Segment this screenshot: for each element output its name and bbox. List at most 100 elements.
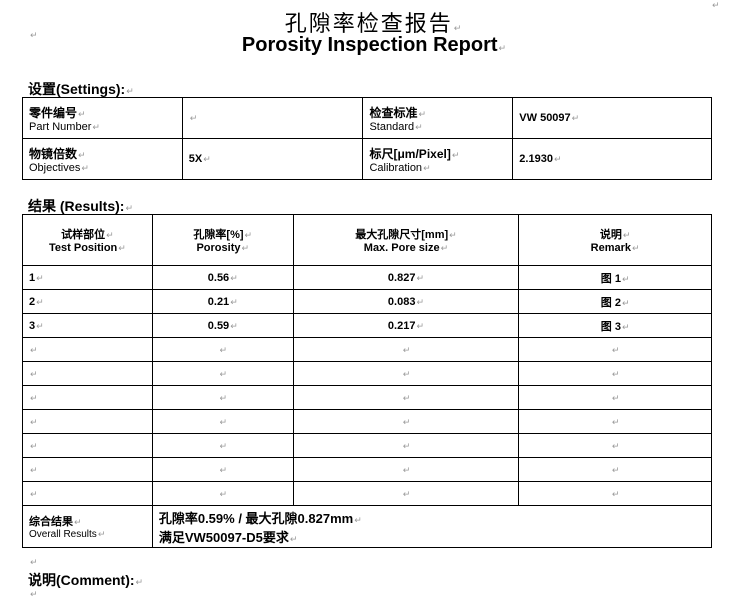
standard-label: 检查标准Standard [362, 97, 514, 139]
table-row: 1 0.56 0.827 图 1 [22, 265, 712, 290]
max-pore-size-cell[interactable]: 0.217 [292, 313, 520, 338]
standard-value[interactable]: VW 50097 [512, 97, 712, 139]
cell-text [402, 416, 411, 428]
test-position-cell[interactable]: 2 [22, 289, 153, 314]
max-pore-size-cell[interactable]: 0.083 [292, 289, 520, 314]
cell-text [611, 392, 620, 404]
cell-text [218, 416, 227, 428]
cell-text [218, 368, 227, 380]
porosity-cell[interactable]: 0.21 [151, 289, 294, 314]
paragraph-mark: ↵ [30, 30, 38, 40]
remark-cell[interactable] [518, 481, 712, 506]
cell-text [218, 344, 227, 356]
cell-text [611, 368, 620, 380]
porosity-cell[interactable]: 0.59 [151, 313, 294, 338]
column-header-test-position: 试样部位Test Position [22, 214, 153, 266]
max-pore-size-cell[interactable] [292, 385, 520, 410]
porosity-cell[interactable] [151, 433, 294, 458]
cell-text [218, 464, 227, 476]
cell-text [218, 392, 227, 404]
test-position-cell[interactable] [22, 385, 153, 410]
remark-cell[interactable]: 图 2 [518, 289, 712, 314]
cell-text: 1 [29, 272, 44, 284]
objectives-value[interactable]: 5X [181, 138, 364, 180]
cell-text [402, 464, 411, 476]
part-number-value[interactable] [181, 97, 364, 139]
max-pore-size-cell[interactable] [292, 457, 520, 482]
test-position-cell[interactable] [22, 409, 153, 434]
test-position-cell[interactable] [22, 337, 153, 362]
paragraph-mark: ↵ [30, 589, 38, 599]
test-position-cell[interactable] [22, 481, 153, 506]
cell-text: 0.217 [388, 320, 424, 332]
max-pore-size-cell[interactable] [292, 337, 520, 362]
max-pore-size-cell[interactable]: 0.827 [292, 265, 520, 290]
cell-text [611, 488, 620, 500]
cell-text [29, 440, 38, 452]
cell-text [402, 488, 411, 500]
cell-text [218, 488, 227, 500]
remark-cell[interactable]: 图 1 [518, 265, 712, 290]
porosity-cell[interactable] [151, 457, 294, 482]
porosity-cell[interactable]: 0.56 [151, 265, 294, 290]
table-row [22, 457, 712, 482]
remark-cell[interactable]: 图 3 [518, 313, 712, 338]
calibration-value[interactable]: 2.1930 [512, 138, 712, 180]
results-table: 试样部位Test Position 孔隙率[%]Porosity 最大孔隙尺寸[… [22, 214, 713, 548]
settings-row: 零件编号Part Number 检查标准Standard VW 50097 [22, 97, 712, 139]
part-number-label: 零件编号Part Number [22, 97, 183, 139]
column-header-remark: 说明Remark [518, 214, 712, 266]
overall-results-value[interactable]: 孔隙率0.59% / 最大孔隙0.827mm满足VW50097-D5要求 [151, 505, 713, 548]
calibration-label: 标尺[μm/Pixel]Calibration [362, 138, 514, 180]
porosity-cell[interactable] [151, 361, 294, 386]
cell-text: 图 1 [601, 273, 630, 285]
test-position-cell[interactable]: 3 [22, 313, 153, 338]
remark-cell[interactable] [518, 433, 712, 458]
table-row: 3 0.59 0.217 图 3 [22, 313, 712, 338]
cell-text [29, 344, 38, 356]
max-pore-size-cell[interactable] [292, 481, 520, 506]
cell-text: 0.59 [208, 320, 238, 332]
cell-text: 2 [29, 296, 44, 308]
column-header-porosity: 孔隙率[%]Porosity [151, 214, 294, 266]
cell-text [29, 392, 38, 404]
paragraph-mark: ↵ [712, 0, 720, 10]
porosity-cell[interactable] [151, 337, 294, 362]
cell-text [611, 464, 620, 476]
cell-text [29, 368, 38, 380]
cell-text: 3 [29, 320, 44, 332]
remark-cell[interactable] [518, 409, 712, 434]
porosity-cell[interactable] [151, 385, 294, 410]
cell-text: 图 3 [601, 321, 630, 333]
table-row [22, 385, 712, 410]
test-position-cell[interactable] [22, 361, 153, 386]
results-header-row: 试样部位Test Position 孔隙率[%]Porosity 最大孔隙尺寸[… [22, 214, 712, 266]
overall-results-row: 综合结果Overall Results 孔隙率0.59% / 最大孔隙0.827… [22, 505, 713, 548]
cell-text [402, 368, 411, 380]
remark-cell[interactable] [518, 385, 712, 410]
cell-text [29, 416, 38, 428]
remark-cell[interactable] [518, 337, 712, 362]
max-pore-size-cell[interactable] [292, 361, 520, 386]
max-pore-size-cell[interactable] [292, 409, 520, 434]
cell-text [611, 416, 620, 428]
settings-table: 零件编号Part Number 检查标准Standard VW 50097 物镜… [22, 97, 712, 180]
remark-cell[interactable] [518, 457, 712, 482]
porosity-cell[interactable] [151, 409, 294, 434]
test-position-cell[interactable] [22, 433, 153, 458]
cell-text: 0.827 [388, 272, 424, 284]
title-english: Porosity Inspection Report [0, 34, 748, 57]
table-row [22, 337, 712, 362]
cell-text: 0.083 [388, 296, 424, 308]
test-position-cell[interactable] [22, 457, 153, 482]
settings-row: 物镜倍数Objectives 5X 标尺[μm/Pixel]Calibratio… [22, 138, 712, 180]
cell-text [611, 344, 620, 356]
cell-text: 0.21 [208, 296, 238, 308]
porosity-cell[interactable] [151, 481, 294, 506]
max-pore-size-cell[interactable] [292, 433, 520, 458]
test-position-cell[interactable]: 1 [22, 265, 153, 290]
table-row [22, 433, 712, 458]
remark-cell[interactable] [518, 361, 712, 386]
comment-heading: 说明(Comment): [28, 570, 143, 590]
cell-text [29, 488, 38, 500]
